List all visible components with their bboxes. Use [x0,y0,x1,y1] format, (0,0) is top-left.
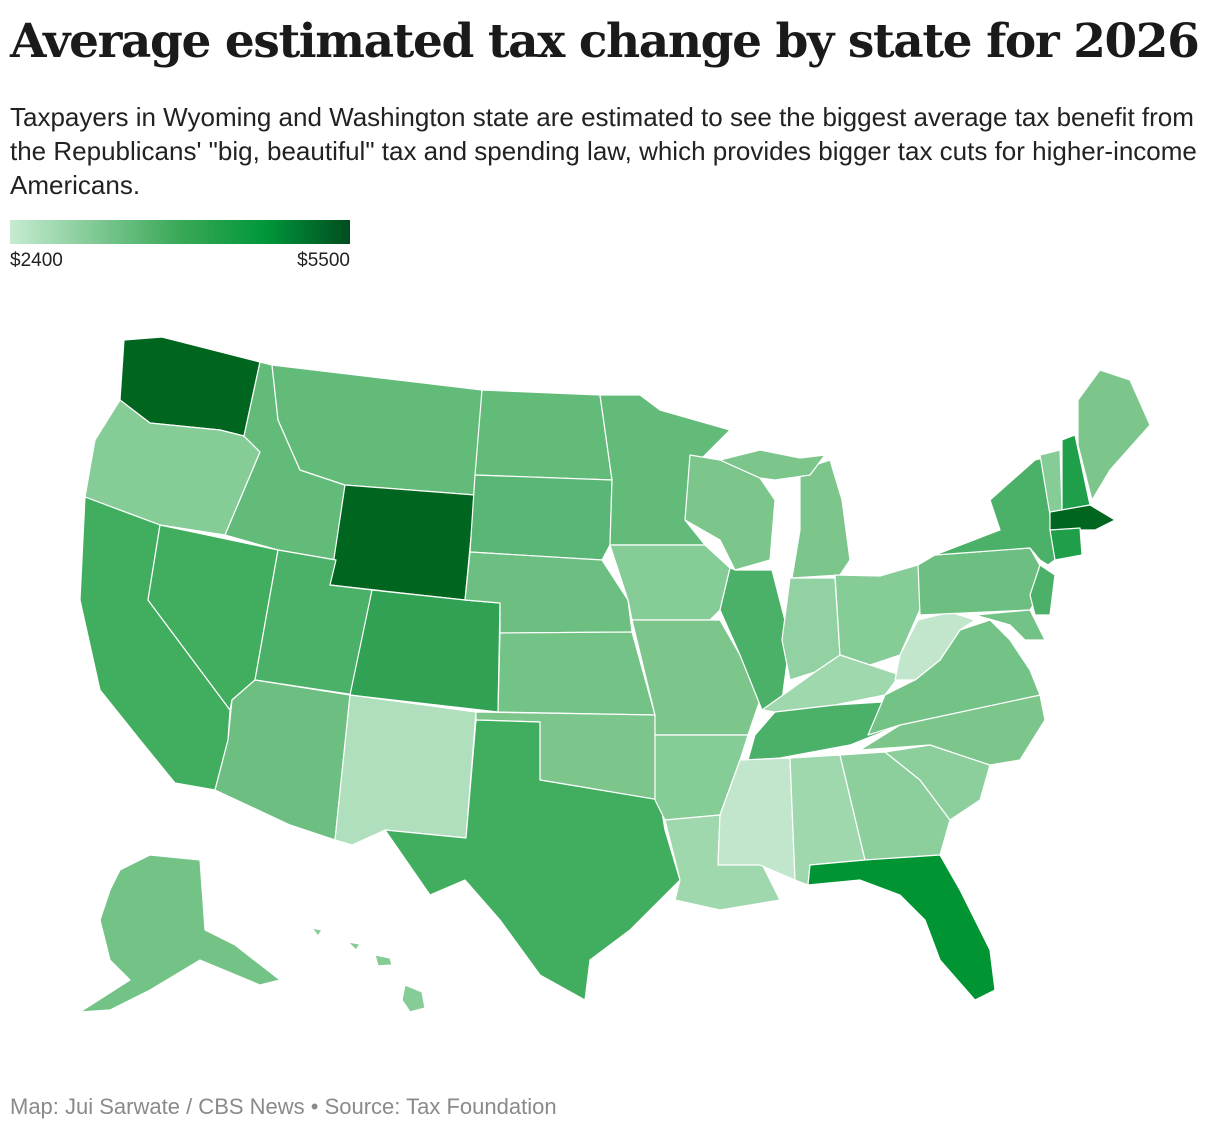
map-credit: Map: Jui Sarwate / CBS News • Source: Ta… [10,1094,557,1119]
state-florida [807,854,996,1001]
legend-min-label: $2400 [10,250,63,271]
state-connecticut [1049,527,1083,561]
chart-subtitle: Taxpayers in Wyoming and Washington stat… [10,102,1197,200]
state-michigan-lower [791,459,851,579]
state-pennsylvania [917,547,1049,616]
state-south-dakota [469,474,613,561]
state-wyoming [329,484,476,601]
legend-max-label: $5500 [297,250,350,271]
state-missouri [631,619,761,736]
state-west-virginia [894,611,976,681]
chart-title: Average estimated tax change by state fo… [10,14,1200,69]
state-north-dakota [474,389,613,481]
state-hawaii [311,927,426,1013]
state-maine [1077,369,1151,501]
state-alaska [79,854,281,1013]
state-colorado [349,589,501,713]
state-new-mexico [334,694,477,846]
us-state-map [79,336,1151,1013]
state-north-carolina [859,694,1046,766]
state-massachusetts [1049,504,1116,531]
state-texas [384,719,681,1001]
state-michigan-upper [719,449,826,481]
state-maryland [974,609,1046,641]
color-legend: $2400 $5500 [10,220,350,272]
state-kansas [497,631,656,716]
state-new-jersey [1029,564,1056,616]
state-arizona [214,679,351,841]
legend-gradient-bar [10,220,350,244]
